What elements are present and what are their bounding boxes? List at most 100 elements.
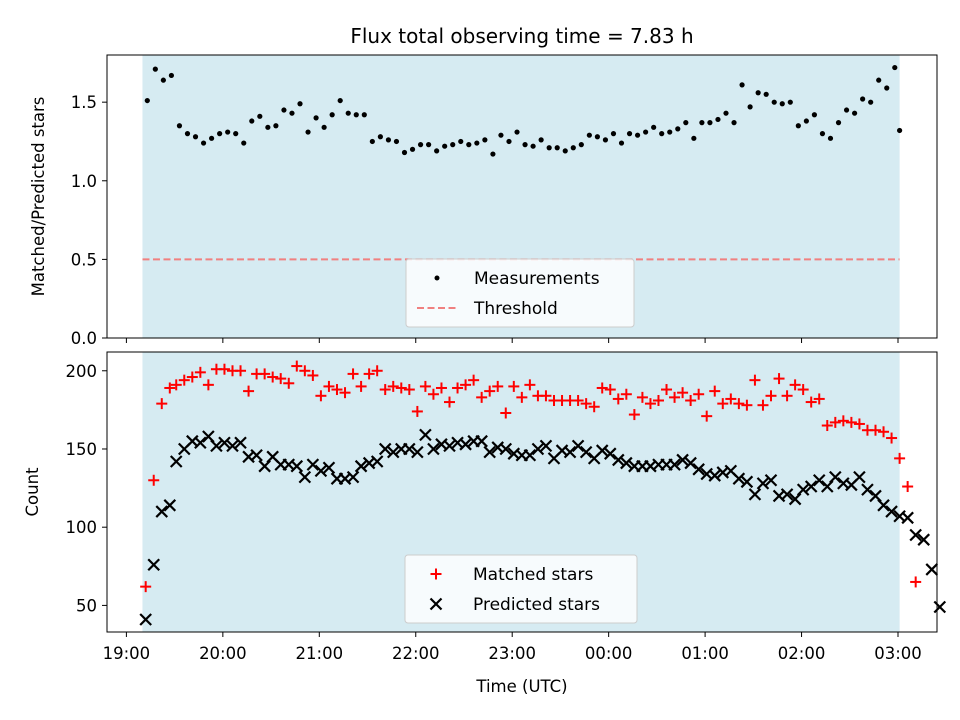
matched-star-point [403,384,415,396]
measurement-point [265,124,271,130]
measurement-point [602,137,609,143]
predicted-star-point [386,445,400,459]
y-tick-label: 200 [66,362,98,381]
x-stroke [724,464,738,478]
matched-star-point [773,373,785,385]
matched-stars-layer [140,360,922,593]
x-stroke [163,499,177,512]
predicted-star-point [563,445,577,459]
matched-star-point [411,405,423,417]
matched-star-point [323,380,335,392]
x-stroke [370,455,384,468]
measurement-point [401,149,408,156]
matched-star-point [572,394,584,406]
matched-star-point [194,366,206,378]
predicted-star-point [354,459,368,473]
matched-star-point [733,398,745,410]
matched-star-point [275,373,287,385]
y-tick-label: 0.5 [71,250,97,269]
predicted-star-point [139,613,152,626]
x-stroke [419,428,432,442]
matched-star-point [444,396,456,408]
matched-star-point [387,380,399,392]
measurement-point [578,142,584,148]
matched-star-point [347,368,359,380]
predicted-star-point [676,453,689,467]
legend-x-marker [429,597,443,611]
measurement-point [835,120,842,126]
measurement-point [827,135,834,141]
predicted-star-point [419,428,432,442]
measurement-point [233,131,239,137]
x-stroke [620,456,633,470]
top-y-ticks: 0.0 0.5 1.0 1.5 [71,93,107,348]
predicted-star-point [740,475,754,489]
predicted-star-point [314,464,328,478]
matched-star-point [910,576,922,588]
matched-star-point [283,377,295,389]
measurement-point [506,138,512,145]
matched-star-point [299,365,311,377]
measurement-point [417,142,424,148]
measurement-point [699,120,705,126]
x-stroke [708,469,722,482]
x-stroke [234,436,247,450]
measurement-point [466,142,472,148]
x-stroke [563,445,577,459]
predicted-star-point [147,558,161,572]
matched-star-point [419,380,431,392]
x-stroke [427,442,440,456]
matched-star-point [164,382,176,394]
predicted-star-point [155,505,169,518]
matched-star-point [186,371,198,383]
x-stroke [354,459,368,473]
x-stroke [885,505,898,518]
measurement-point [241,140,247,146]
measurement-point [409,146,416,152]
x-stroke [531,442,545,456]
measurement-point [176,123,183,129]
legend-dot-marker [434,275,440,281]
top-y-axis-label: Matched/Predicted stars [29,97,48,297]
predicted-star-point [796,483,810,496]
x-stroke [676,453,689,467]
matched-star-point [813,393,825,405]
measurement-point [683,120,689,126]
predicted-star-point [290,459,304,473]
x-stroke [250,448,263,462]
x-stroke [429,597,443,611]
x-stroke [780,488,794,501]
measurement-point [305,129,311,135]
x-stroke [155,505,169,518]
measurement-point [313,115,319,121]
predicted-star-point [403,442,416,456]
x-stroke [732,472,746,485]
matched-star-point [596,382,608,394]
predicted-star-point [692,463,705,476]
x-tick-label: 19:00 [103,644,151,663]
x-tick-label: 20:00 [199,644,247,663]
predicted-star-point [194,436,207,450]
measurement-point [200,140,207,146]
measurement-point [361,112,367,118]
measurement-point [787,99,793,105]
matched-star-point [435,382,447,394]
matched-star-point [588,401,600,413]
measurement-point [184,131,191,137]
measurement-point [385,137,392,143]
matched-star-point [789,379,801,391]
matched-star-point [894,452,906,464]
predicted-star-point [668,458,681,471]
top-x-ticks [125,338,899,343]
measurement-point [434,148,440,154]
matched-star-point [148,474,160,486]
x-stroke [475,434,488,448]
x-stroke [523,448,537,462]
matched-star-point [821,420,833,432]
x-stroke [483,445,496,459]
matched-star-point [837,415,849,427]
matched-star-point [178,374,190,386]
x-tick-label: 03:00 [874,644,922,663]
x-stroke [644,459,657,473]
measurement-point [152,66,158,72]
